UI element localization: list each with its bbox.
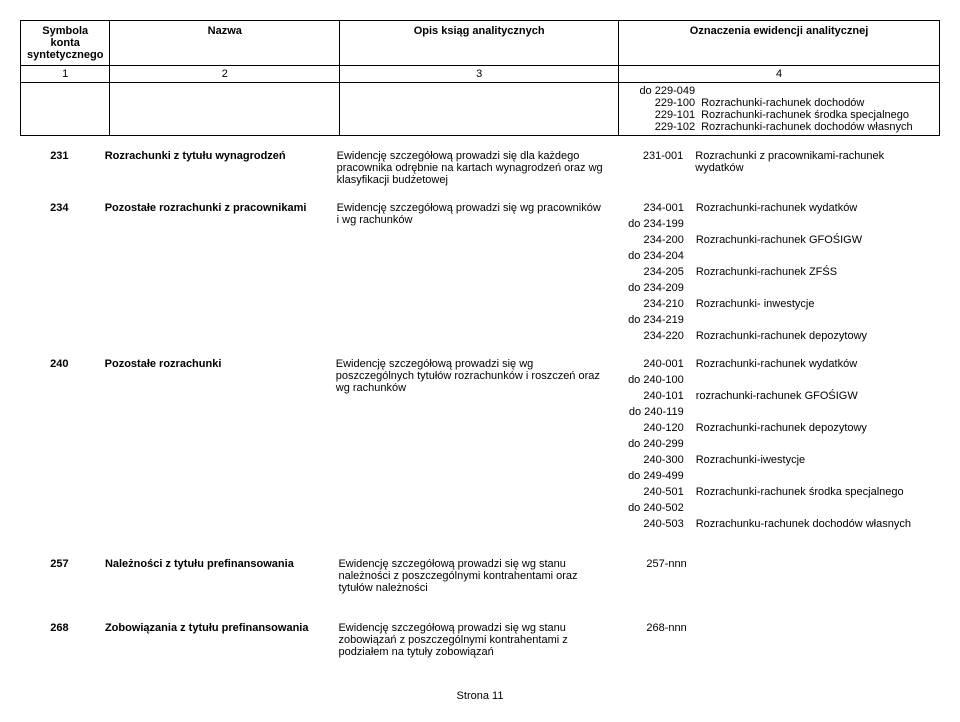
header-col3: Opis ksiąg analitycznych	[340, 21, 619, 66]
row268-codedesc	[693, 620, 940, 660]
row268-name: Zobowiązania z tytułu prefinansowania	[99, 620, 333, 660]
row231-codedesc: Rozrachunki z pracownikami-rachunek wyda…	[689, 148, 940, 188]
row-name: Pozostałe rozrachunki	[99, 356, 330, 532]
code-cell: do 234-219	[609, 312, 690, 328]
desc-cell: Rozrachunki-rachunek depozytowy	[690, 420, 940, 436]
desc-cell	[690, 468, 940, 484]
code-cell: 240-001	[609, 356, 690, 372]
desc-cell	[690, 372, 940, 388]
code-cell: do 234-199	[609, 216, 690, 232]
row231-num: 231	[20, 148, 99, 188]
desc-cell	[690, 436, 940, 452]
table-row: 234Pozostałe rozrachunki z pracownikamiE…	[20, 200, 940, 216]
desc-cell	[701, 85, 933, 97]
row257-name: Należności z tytułu prefinansowania	[99, 556, 333, 596]
row257-desc: Ewidencję szczegółową prowadzi się wg st…	[332, 556, 612, 596]
row-desc: Ewidencję szczegółową prowadzi się wg pr…	[331, 200, 609, 344]
row-name: Pozostałe rozrachunki z pracownikami	[99, 200, 331, 344]
row231-code: 231-001	[609, 148, 689, 188]
desc-cell: Rozrachunki-rachunek wydatków	[690, 200, 940, 216]
desc-cell: Rozrachunki-iwestycje	[690, 452, 940, 468]
header-num4: 4	[619, 66, 940, 83]
code-cell: do 229-049	[625, 85, 701, 97]
continuation-row: 229-100Rozrachunki-rachunek dochodów	[625, 97, 933, 109]
row257-num: 257	[20, 556, 99, 596]
desc-cell: Rozrachunki-rachunek środka specjalnego	[690, 484, 940, 500]
row-257: 257 Należności z tytułu prefinansowania …	[20, 556, 940, 596]
header-num3: 3	[340, 66, 619, 83]
code-cell: 229-102	[625, 121, 701, 133]
row-num: 240	[20, 356, 99, 532]
code-cell: 240-503	[609, 516, 690, 532]
code-cell: 240-501	[609, 484, 690, 500]
code-cell: 229-100	[625, 97, 701, 109]
header-num1: 1	[21, 66, 110, 83]
desc-cell: Rozrachunki-rachunek dochodów	[701, 97, 933, 109]
desc-cell: Rozrachunki-rachunek dochodów własnych	[701, 121, 933, 133]
code-cell: 234-210	[609, 296, 690, 312]
desc-cell: Rozrachunku-rachunek dochodów własnych	[690, 516, 940, 532]
header-col1: Symbola konta syntetycznego	[21, 21, 110, 66]
code-cell: do 240-119	[609, 404, 690, 420]
row257-code: 257-nnn	[613, 556, 693, 596]
desc-cell	[690, 312, 940, 328]
row-268: 268 Zobowiązania z tytułu prefinansowani…	[20, 620, 940, 660]
code-cell: do 240-100	[609, 372, 690, 388]
code-cell: 229-101	[625, 109, 701, 121]
continuation-row: 229-101Rozrachunki-rachunek środka specj…	[625, 109, 933, 121]
row-234: 234Pozostałe rozrachunki z pracownikamiE…	[20, 200, 940, 344]
code-cell: do 234-209	[609, 280, 690, 296]
desc-cell	[690, 248, 940, 264]
code-cell: 240-120	[609, 420, 690, 436]
continuation-row: do 229-049	[625, 85, 933, 97]
code-cell: 240-300	[609, 452, 690, 468]
row-num: 234	[20, 200, 99, 344]
code-cell: do 234-204	[609, 248, 690, 264]
row231-desc: Ewidencję szczegółową prowadzi się dla k…	[331, 148, 609, 188]
row-231: 231 Rozrachunki z tytułu wynagrodzeń Ewi…	[20, 148, 940, 188]
desc-cell: Rozrachunki-rachunek ZFŚS	[690, 264, 940, 280]
desc-cell: rozrachunki-rachunek GFOŚIGW	[690, 388, 940, 404]
desc-cell	[690, 216, 940, 232]
continuation-row: 229-102Rozrachunki-rachunek dochodów wła…	[625, 121, 933, 133]
row-desc: Ewidencję szczegółową prowadzi się wg po…	[330, 356, 609, 532]
code-cell: 234-220	[609, 328, 690, 344]
table-row: 240Pozostałe rozrachunkiEwidencję szczeg…	[20, 356, 940, 372]
header-num2: 2	[110, 66, 340, 83]
row231-name: Rozrachunki z tytułu wynagrodzeń	[99, 148, 331, 188]
desc-cell	[690, 500, 940, 516]
header-col2: Nazwa	[110, 21, 340, 66]
row-240: 240Pozostałe rozrachunkiEwidencję szczeg…	[20, 356, 940, 532]
code-cell: 240-101	[609, 388, 690, 404]
desc-cell: Rozrachunki-rachunek GFOŚIGW	[690, 232, 940, 248]
code-cell: 234-001	[609, 200, 690, 216]
code-cell: 234-200	[609, 232, 690, 248]
code-cell: do 249-499	[609, 468, 690, 484]
desc-cell: Rozrachunki-rachunek środka specjalnego	[701, 109, 933, 121]
desc-cell: Rozrachunki- inwestycje	[690, 296, 940, 312]
row257-codedesc	[693, 556, 940, 596]
code-cell: do 240-502	[609, 500, 690, 516]
desc-cell	[690, 404, 940, 420]
desc-cell: Rozrachunki-rachunek wydatków	[690, 356, 940, 372]
desc-cell	[690, 280, 940, 296]
page: Symbola konta syntetycznego Nazwa Opis k…	[20, 20, 940, 702]
row268-num: 268	[20, 620, 99, 660]
header-table: Symbola konta syntetycznego Nazwa Opis k…	[20, 20, 940, 136]
continuation-block: do 229-049229-100Rozrachunki-rachunek do…	[625, 85, 933, 133]
code-cell: 234-205	[609, 264, 690, 280]
page-footer: Strona 11	[20, 690, 940, 702]
code-cell: do 240-299	[609, 436, 690, 452]
row268-code: 268-nnn	[613, 620, 693, 660]
row268-desc: Ewidencję szczegółową prowadzi się wg st…	[332, 620, 612, 660]
header-col4: Oznaczenia ewidencji analitycznej	[619, 21, 940, 66]
desc-cell: Rozrachunki-rachunek depozytowy	[690, 328, 940, 344]
